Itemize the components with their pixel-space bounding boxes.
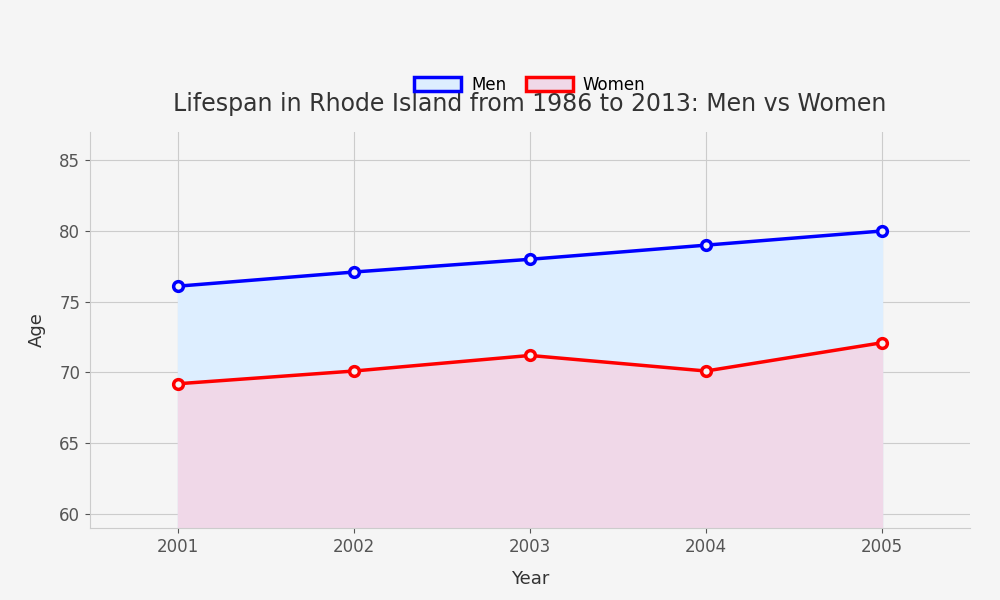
Legend: Men, Women: Men, Women: [408, 69, 652, 100]
Y-axis label: Age: Age: [27, 313, 45, 347]
X-axis label: Year: Year: [511, 569, 549, 587]
Title: Lifespan in Rhode Island from 1986 to 2013: Men vs Women: Lifespan in Rhode Island from 1986 to 20…: [173, 92, 887, 116]
